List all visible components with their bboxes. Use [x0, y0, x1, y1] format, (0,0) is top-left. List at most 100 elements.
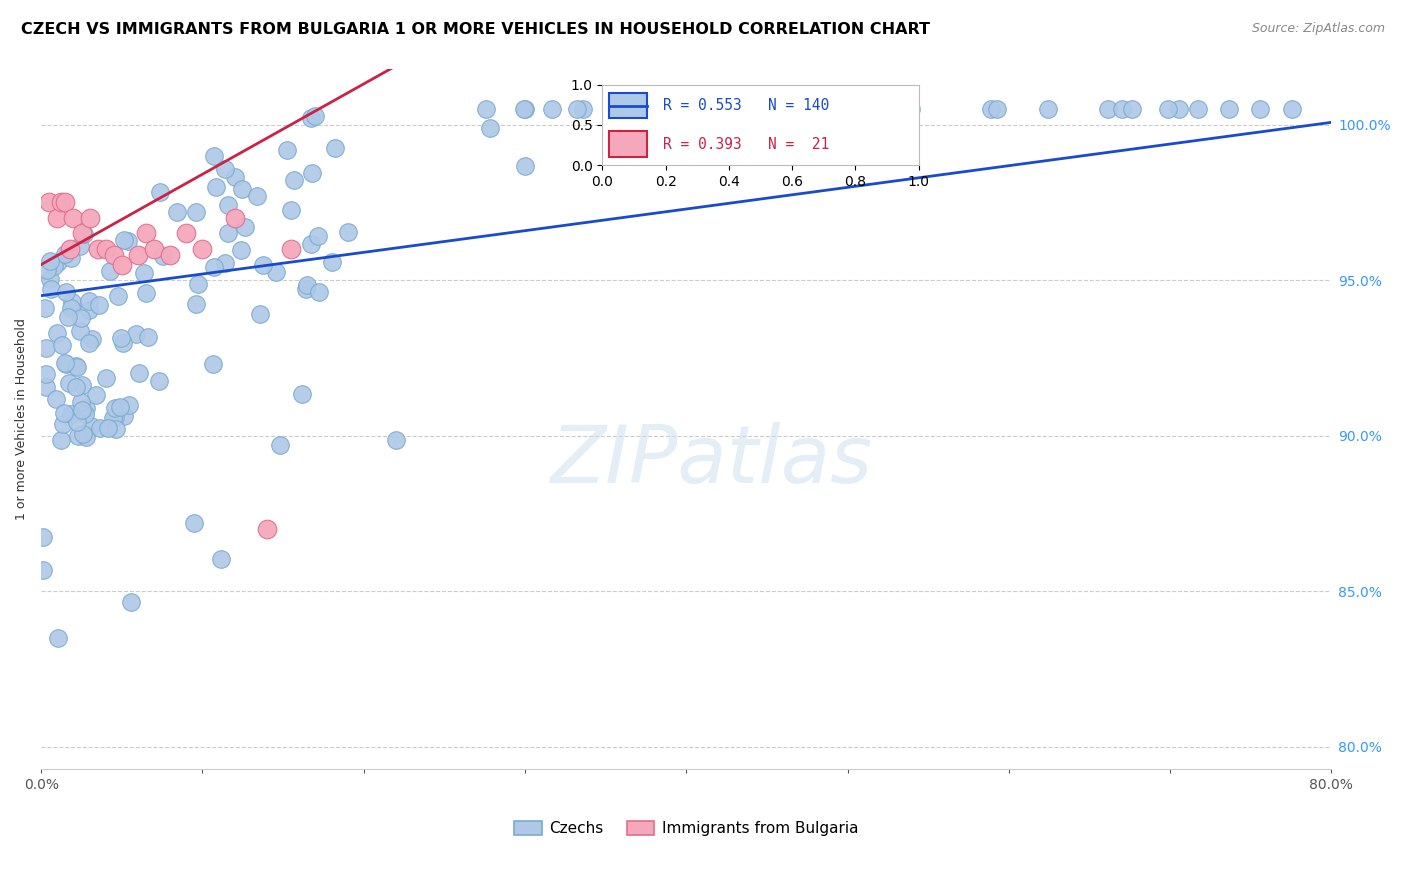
- Point: [214, 162, 236, 177]
- Point: [1097, 102, 1119, 116]
- Point: [321, 255, 343, 269]
- Text: ZIPatlas: ZIPatlas: [551, 422, 873, 500]
- Point: [1218, 102, 1240, 116]
- Point: [183, 516, 205, 530]
- Point: [773, 102, 796, 116]
- Point: [249, 307, 271, 321]
- Point: [60, 251, 83, 265]
- Point: [49, 195, 72, 210]
- Point: [283, 173, 305, 187]
- Point: [187, 277, 209, 292]
- Point: [540, 102, 562, 116]
- Point: [73, 227, 96, 241]
- Point: [86, 242, 108, 256]
- Point: [1036, 102, 1059, 116]
- Point: [98, 263, 121, 277]
- Point: [513, 159, 536, 173]
- Point: [96, 421, 118, 435]
- Point: [299, 237, 322, 252]
- Point: [77, 302, 100, 317]
- Point: [900, 102, 922, 116]
- Point: [478, 120, 501, 135]
- Point: [42, 260, 65, 274]
- Point: [120, 594, 142, 608]
- Point: [89, 421, 111, 435]
- Point: [323, 140, 346, 154]
- Point: [224, 211, 246, 225]
- Point: [294, 281, 316, 295]
- Point: [48, 631, 70, 645]
- Point: [246, 189, 269, 203]
- Point: [149, 185, 172, 199]
- Point: [1157, 102, 1180, 116]
- Point: [1121, 102, 1143, 116]
- Point: [60, 294, 83, 309]
- Point: [117, 234, 139, 248]
- Point: [159, 248, 181, 262]
- Point: [128, 366, 150, 380]
- Point: [205, 180, 228, 194]
- Point: [107, 288, 129, 302]
- Point: [112, 409, 135, 424]
- Point: [94, 371, 117, 385]
- Point: [59, 242, 82, 256]
- Point: [77, 336, 100, 351]
- Point: [39, 282, 62, 296]
- Text: CZECH VS IMMIGRANTS FROM BULGARIA 1 OR MORE VEHICLES IN HOUSEHOLD CORRELATION CH: CZECH VS IMMIGRANTS FROM BULGARIA 1 OR M…: [21, 22, 931, 37]
- Point: [58, 376, 80, 390]
- Point: [235, 220, 257, 235]
- Point: [35, 341, 58, 355]
- Point: [65, 415, 87, 429]
- Point: [72, 403, 94, 417]
- Point: [138, 330, 160, 344]
- Point: [135, 227, 157, 241]
- Point: [202, 260, 225, 274]
- Point: [202, 148, 225, 162]
- Point: [94, 242, 117, 256]
- Point: [75, 401, 97, 415]
- Point: [135, 286, 157, 301]
- Point: [77, 294, 100, 309]
- Point: [52, 417, 75, 432]
- Point: [59, 301, 82, 315]
- Point: [73, 408, 96, 422]
- Point: [307, 228, 329, 243]
- Point: [191, 242, 214, 256]
- Point: [55, 285, 77, 299]
- Point: [66, 360, 89, 375]
- Point: [65, 359, 87, 374]
- Point: [65, 380, 87, 394]
- Point: [565, 102, 588, 116]
- Point: [104, 401, 127, 416]
- Point: [201, 357, 224, 371]
- Point: [143, 242, 166, 256]
- Point: [218, 226, 240, 240]
- Point: [69, 324, 91, 338]
- Point: [166, 205, 188, 219]
- Point: [79, 211, 101, 225]
- Point: [31, 563, 53, 577]
- Point: [152, 249, 174, 263]
- Point: [105, 421, 128, 435]
- Point: [176, 227, 198, 241]
- Point: [39, 254, 62, 268]
- Point: [980, 102, 1002, 116]
- Point: [62, 211, 84, 225]
- Point: [69, 239, 91, 253]
- Point: [1249, 102, 1271, 116]
- Point: [101, 411, 124, 425]
- Point: [301, 165, 323, 179]
- Point: [60, 408, 83, 422]
- Point: [72, 427, 94, 442]
- Point: [127, 248, 149, 262]
- Point: [224, 169, 246, 184]
- Point: [111, 258, 134, 272]
- Point: [859, 102, 882, 116]
- Point: [217, 198, 239, 212]
- Point: [55, 195, 77, 210]
- Point: [308, 285, 330, 299]
- Point: [1111, 102, 1133, 116]
- Point: [80, 419, 103, 434]
- Point: [112, 233, 135, 247]
- Point: [75, 430, 97, 444]
